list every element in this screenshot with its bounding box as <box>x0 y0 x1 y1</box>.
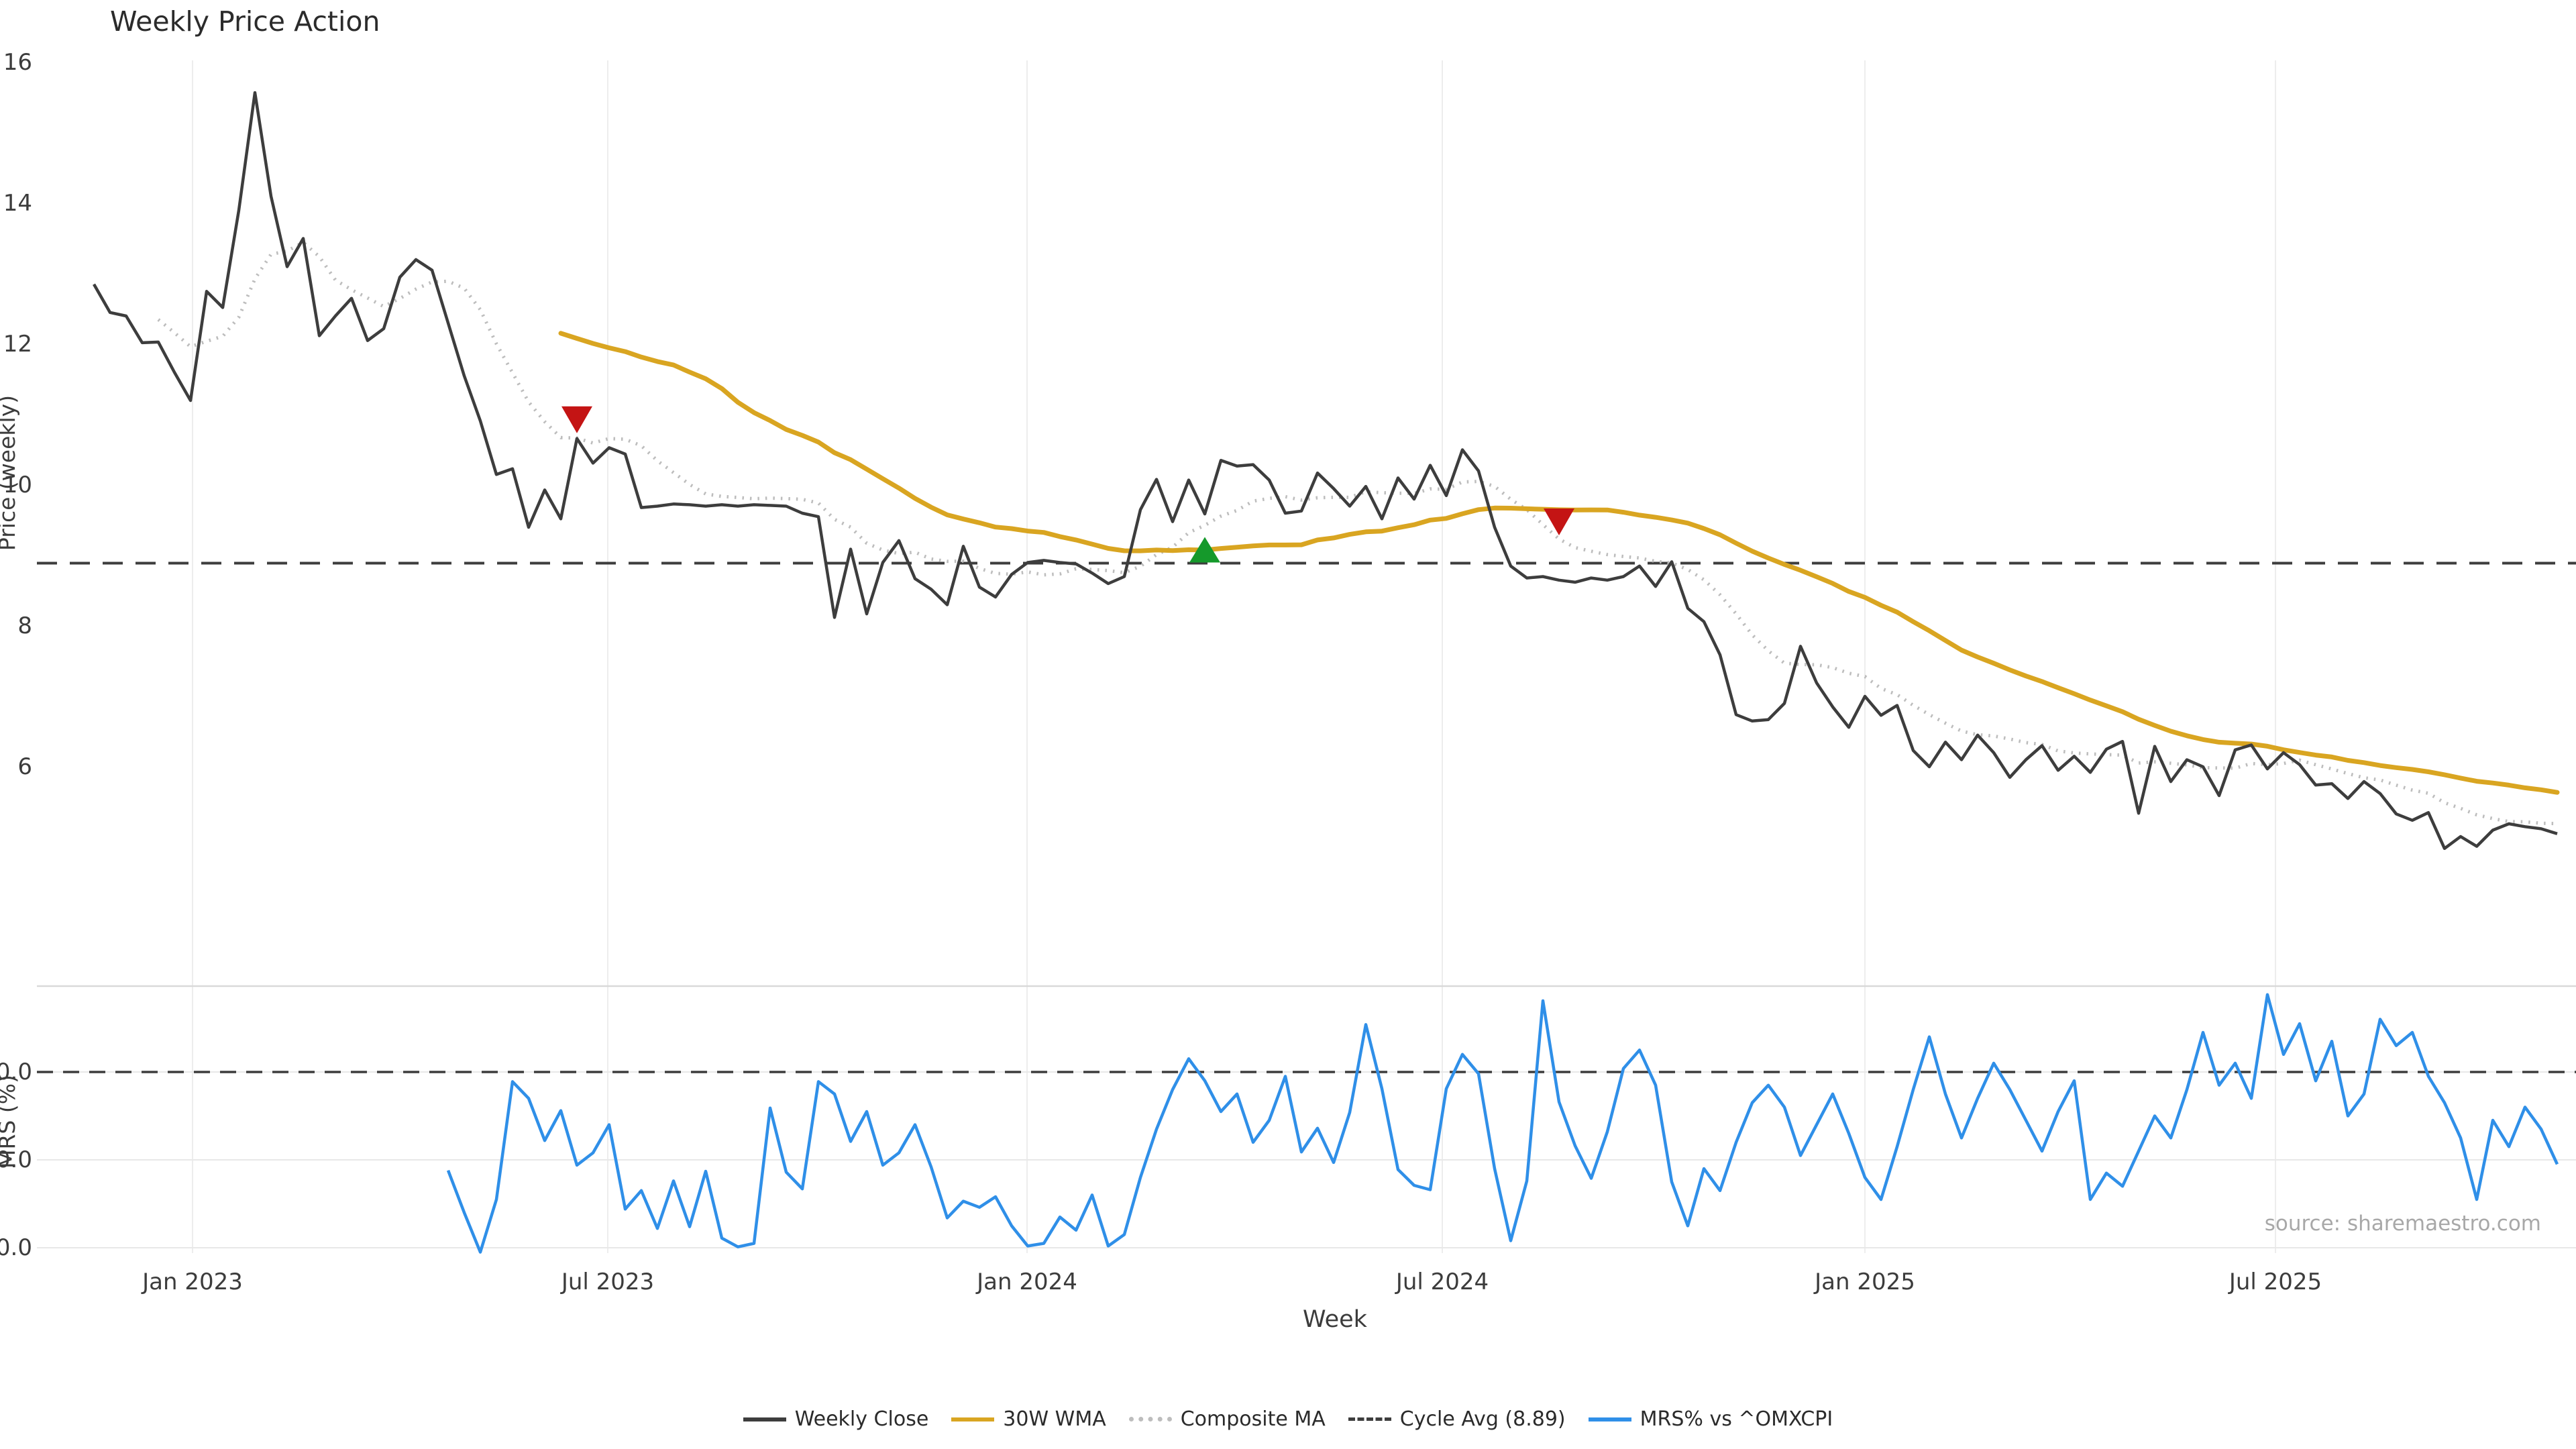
price-ytick-3: 10 <box>3 472 32 498</box>
legend-swatch-icon <box>951 1417 995 1421</box>
price-axis-label: Price (weekly) <box>0 395 20 551</box>
weekly-close-line <box>93 91 2558 851</box>
x-tick-4: Jan 2025 <box>1813 1269 1915 1295</box>
legend-label: Cycle Avg (8.89) <box>1399 1407 1566 1431</box>
mrs-ytick-2: −20.0 <box>0 1234 32 1261</box>
sell-marker-icon-0 <box>561 406 592 433</box>
price-ytick-5: 6 <box>17 753 32 780</box>
chart-title: Weekly Price Action <box>110 5 380 38</box>
mrs-axis-label: MRS (%) <box>0 1075 20 1169</box>
source-note: source: sharemaestro.com <box>2264 1212 2541 1236</box>
legend-item-4: MRS% vs ^OMXCPI <box>1588 1407 1833 1431</box>
legend-swatch-icon <box>1588 1417 1631 1421</box>
x-tick-3: Jul 2024 <box>1395 1269 1489 1295</box>
mrs-ytick-0: 0.0 <box>0 1059 32 1085</box>
x-tick-1: Jul 2023 <box>560 1269 654 1295</box>
legend-label: Weekly Close <box>794 1407 929 1431</box>
sell-marker-icon-2 <box>1544 508 1574 535</box>
x-tick-0: Jan 2023 <box>141 1269 243 1295</box>
x-tick-2: Jan 2024 <box>975 1269 1077 1295</box>
price-ytick-4: 8 <box>17 612 32 639</box>
legend-swatch-icon <box>1348 1417 1391 1421</box>
x-axis-label: Week <box>1303 1306 1368 1333</box>
legend-item-2: Composite MA <box>1128 1407 1326 1431</box>
price-ytick-1: 14 <box>3 190 32 217</box>
legend-item-0: Weekly Close <box>743 1407 929 1431</box>
x-tick-5: Jul 2025 <box>2228 1269 2322 1295</box>
legend-label: Composite MA <box>1180 1407 1326 1431</box>
price-ytick-2: 12 <box>3 331 32 358</box>
price-ytick-0: 16 <box>3 49 32 76</box>
chart-legend: Weekly Close 30W WMA Composite MA Cycle Avg… <box>0 1407 2576 1431</box>
legend-label: MRS% vs ^OMXCPI <box>1640 1407 1833 1431</box>
mrs-ytick-1: −10.0 <box>0 1146 32 1173</box>
legend-swatch-icon <box>1128 1417 1172 1421</box>
legend-item-1: 30W WMA <box>951 1407 1106 1431</box>
mrs-line <box>446 993 2559 1254</box>
legend-label: 30W WMA <box>1003 1407 1106 1431</box>
buy-marker-icon-1 <box>1189 537 1220 563</box>
legend-swatch-icon <box>743 1417 786 1421</box>
legend-item-3: Cycle Avg (8.89) <box>1348 1407 1566 1431</box>
